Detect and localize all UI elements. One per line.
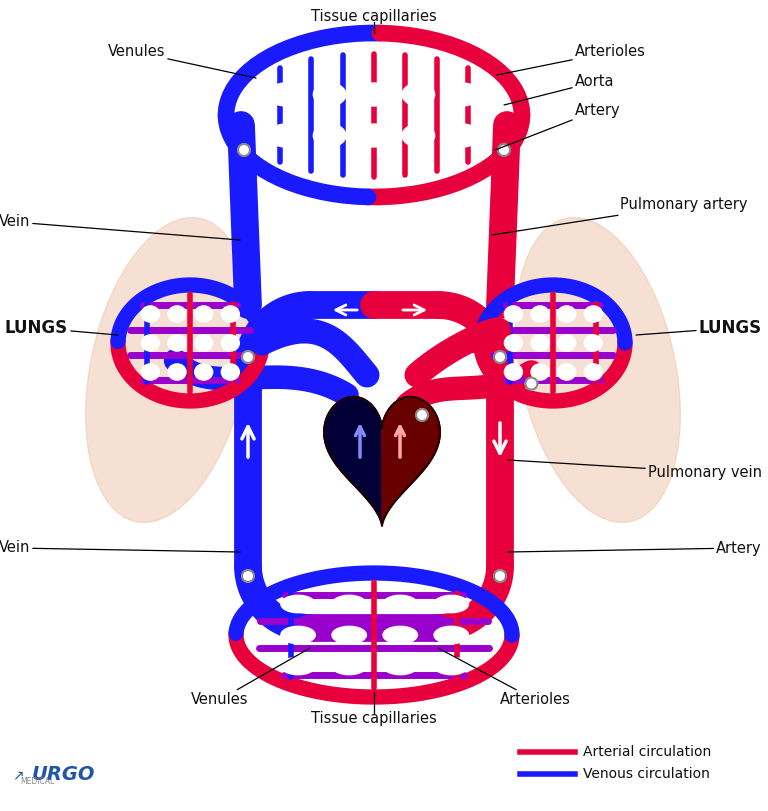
Text: Tissue capillaries: Tissue capillaries	[311, 710, 437, 726]
Text: Pulmonary artery: Pulmonary artery	[492, 198, 747, 235]
Text: Venules: Venules	[108, 45, 256, 78]
Ellipse shape	[332, 595, 366, 612]
Polygon shape	[324, 397, 382, 526]
Text: Vein: Vein	[0, 540, 240, 556]
Circle shape	[498, 144, 510, 156]
Ellipse shape	[141, 306, 160, 322]
Ellipse shape	[269, 83, 302, 106]
Ellipse shape	[434, 595, 468, 612]
Text: Pulmonary vein: Pulmonary vein	[508, 460, 762, 479]
Ellipse shape	[269, 124, 302, 147]
Text: ↗: ↗	[12, 768, 24, 782]
Ellipse shape	[85, 217, 250, 522]
Circle shape	[416, 409, 428, 421]
Text: LEFT
HEART: LEFT HEART	[388, 507, 432, 535]
Ellipse shape	[332, 626, 366, 644]
Ellipse shape	[221, 364, 240, 380]
Text: RIGHT
HEART: RIGHT HEART	[332, 507, 376, 535]
Text: Artery: Artery	[508, 540, 762, 556]
Ellipse shape	[383, 626, 418, 644]
Ellipse shape	[402, 83, 435, 106]
Text: LUNGS: LUNGS	[5, 319, 118, 337]
Ellipse shape	[194, 306, 213, 322]
Ellipse shape	[531, 335, 549, 351]
Ellipse shape	[221, 335, 240, 351]
Text: Venous circulation: Venous circulation	[583, 767, 710, 781]
Circle shape	[494, 351, 506, 363]
Text: Artery: Artery	[495, 102, 621, 150]
Circle shape	[238, 144, 250, 156]
Ellipse shape	[194, 364, 213, 380]
Circle shape	[494, 351, 506, 363]
Text: Aorta: Aorta	[504, 75, 614, 105]
Text: Arterial circulation: Arterial circulation	[583, 745, 711, 759]
Ellipse shape	[221, 306, 240, 322]
Ellipse shape	[584, 364, 602, 380]
Ellipse shape	[446, 83, 479, 106]
Ellipse shape	[141, 335, 160, 351]
Ellipse shape	[434, 658, 468, 675]
Circle shape	[242, 351, 254, 363]
Ellipse shape	[446, 124, 479, 147]
Ellipse shape	[505, 335, 522, 351]
Ellipse shape	[358, 83, 390, 106]
Text: LUNGS: LUNGS	[636, 319, 762, 337]
Ellipse shape	[313, 124, 346, 147]
Ellipse shape	[558, 364, 576, 380]
Circle shape	[238, 144, 250, 156]
Ellipse shape	[281, 595, 316, 612]
Ellipse shape	[402, 124, 435, 147]
Ellipse shape	[141, 364, 160, 380]
Circle shape	[242, 351, 254, 363]
Ellipse shape	[531, 306, 549, 322]
Ellipse shape	[332, 658, 366, 675]
Ellipse shape	[434, 626, 468, 644]
Ellipse shape	[194, 335, 213, 351]
Ellipse shape	[584, 306, 602, 322]
Ellipse shape	[281, 658, 316, 675]
Ellipse shape	[558, 335, 576, 351]
Text: MEDICAL: MEDICAL	[20, 778, 55, 787]
Ellipse shape	[313, 83, 346, 106]
Ellipse shape	[383, 595, 418, 612]
Ellipse shape	[515, 217, 680, 522]
Text: Arterioles: Arterioles	[497, 45, 646, 75]
Text: Venules: Venules	[190, 648, 310, 707]
Circle shape	[416, 409, 428, 421]
Ellipse shape	[168, 335, 186, 351]
Text: URGO: URGO	[32, 766, 95, 784]
Circle shape	[525, 378, 538, 389]
Circle shape	[525, 378, 538, 389]
Ellipse shape	[168, 364, 186, 380]
Polygon shape	[382, 397, 440, 526]
Ellipse shape	[281, 626, 316, 644]
Circle shape	[242, 570, 254, 582]
Ellipse shape	[383, 658, 418, 675]
Ellipse shape	[358, 124, 390, 147]
Text: Tissue capillaries: Tissue capillaries	[311, 8, 437, 24]
Circle shape	[494, 570, 506, 582]
Ellipse shape	[505, 364, 522, 380]
Ellipse shape	[558, 306, 576, 322]
Circle shape	[242, 570, 254, 582]
Polygon shape	[324, 397, 440, 526]
Ellipse shape	[531, 364, 549, 380]
Circle shape	[494, 570, 506, 582]
Circle shape	[498, 144, 510, 156]
Ellipse shape	[505, 306, 522, 322]
Text: Arterioles: Arterioles	[438, 648, 571, 707]
Text: Vein: Vein	[0, 214, 240, 240]
Ellipse shape	[168, 306, 186, 322]
Ellipse shape	[584, 335, 602, 351]
